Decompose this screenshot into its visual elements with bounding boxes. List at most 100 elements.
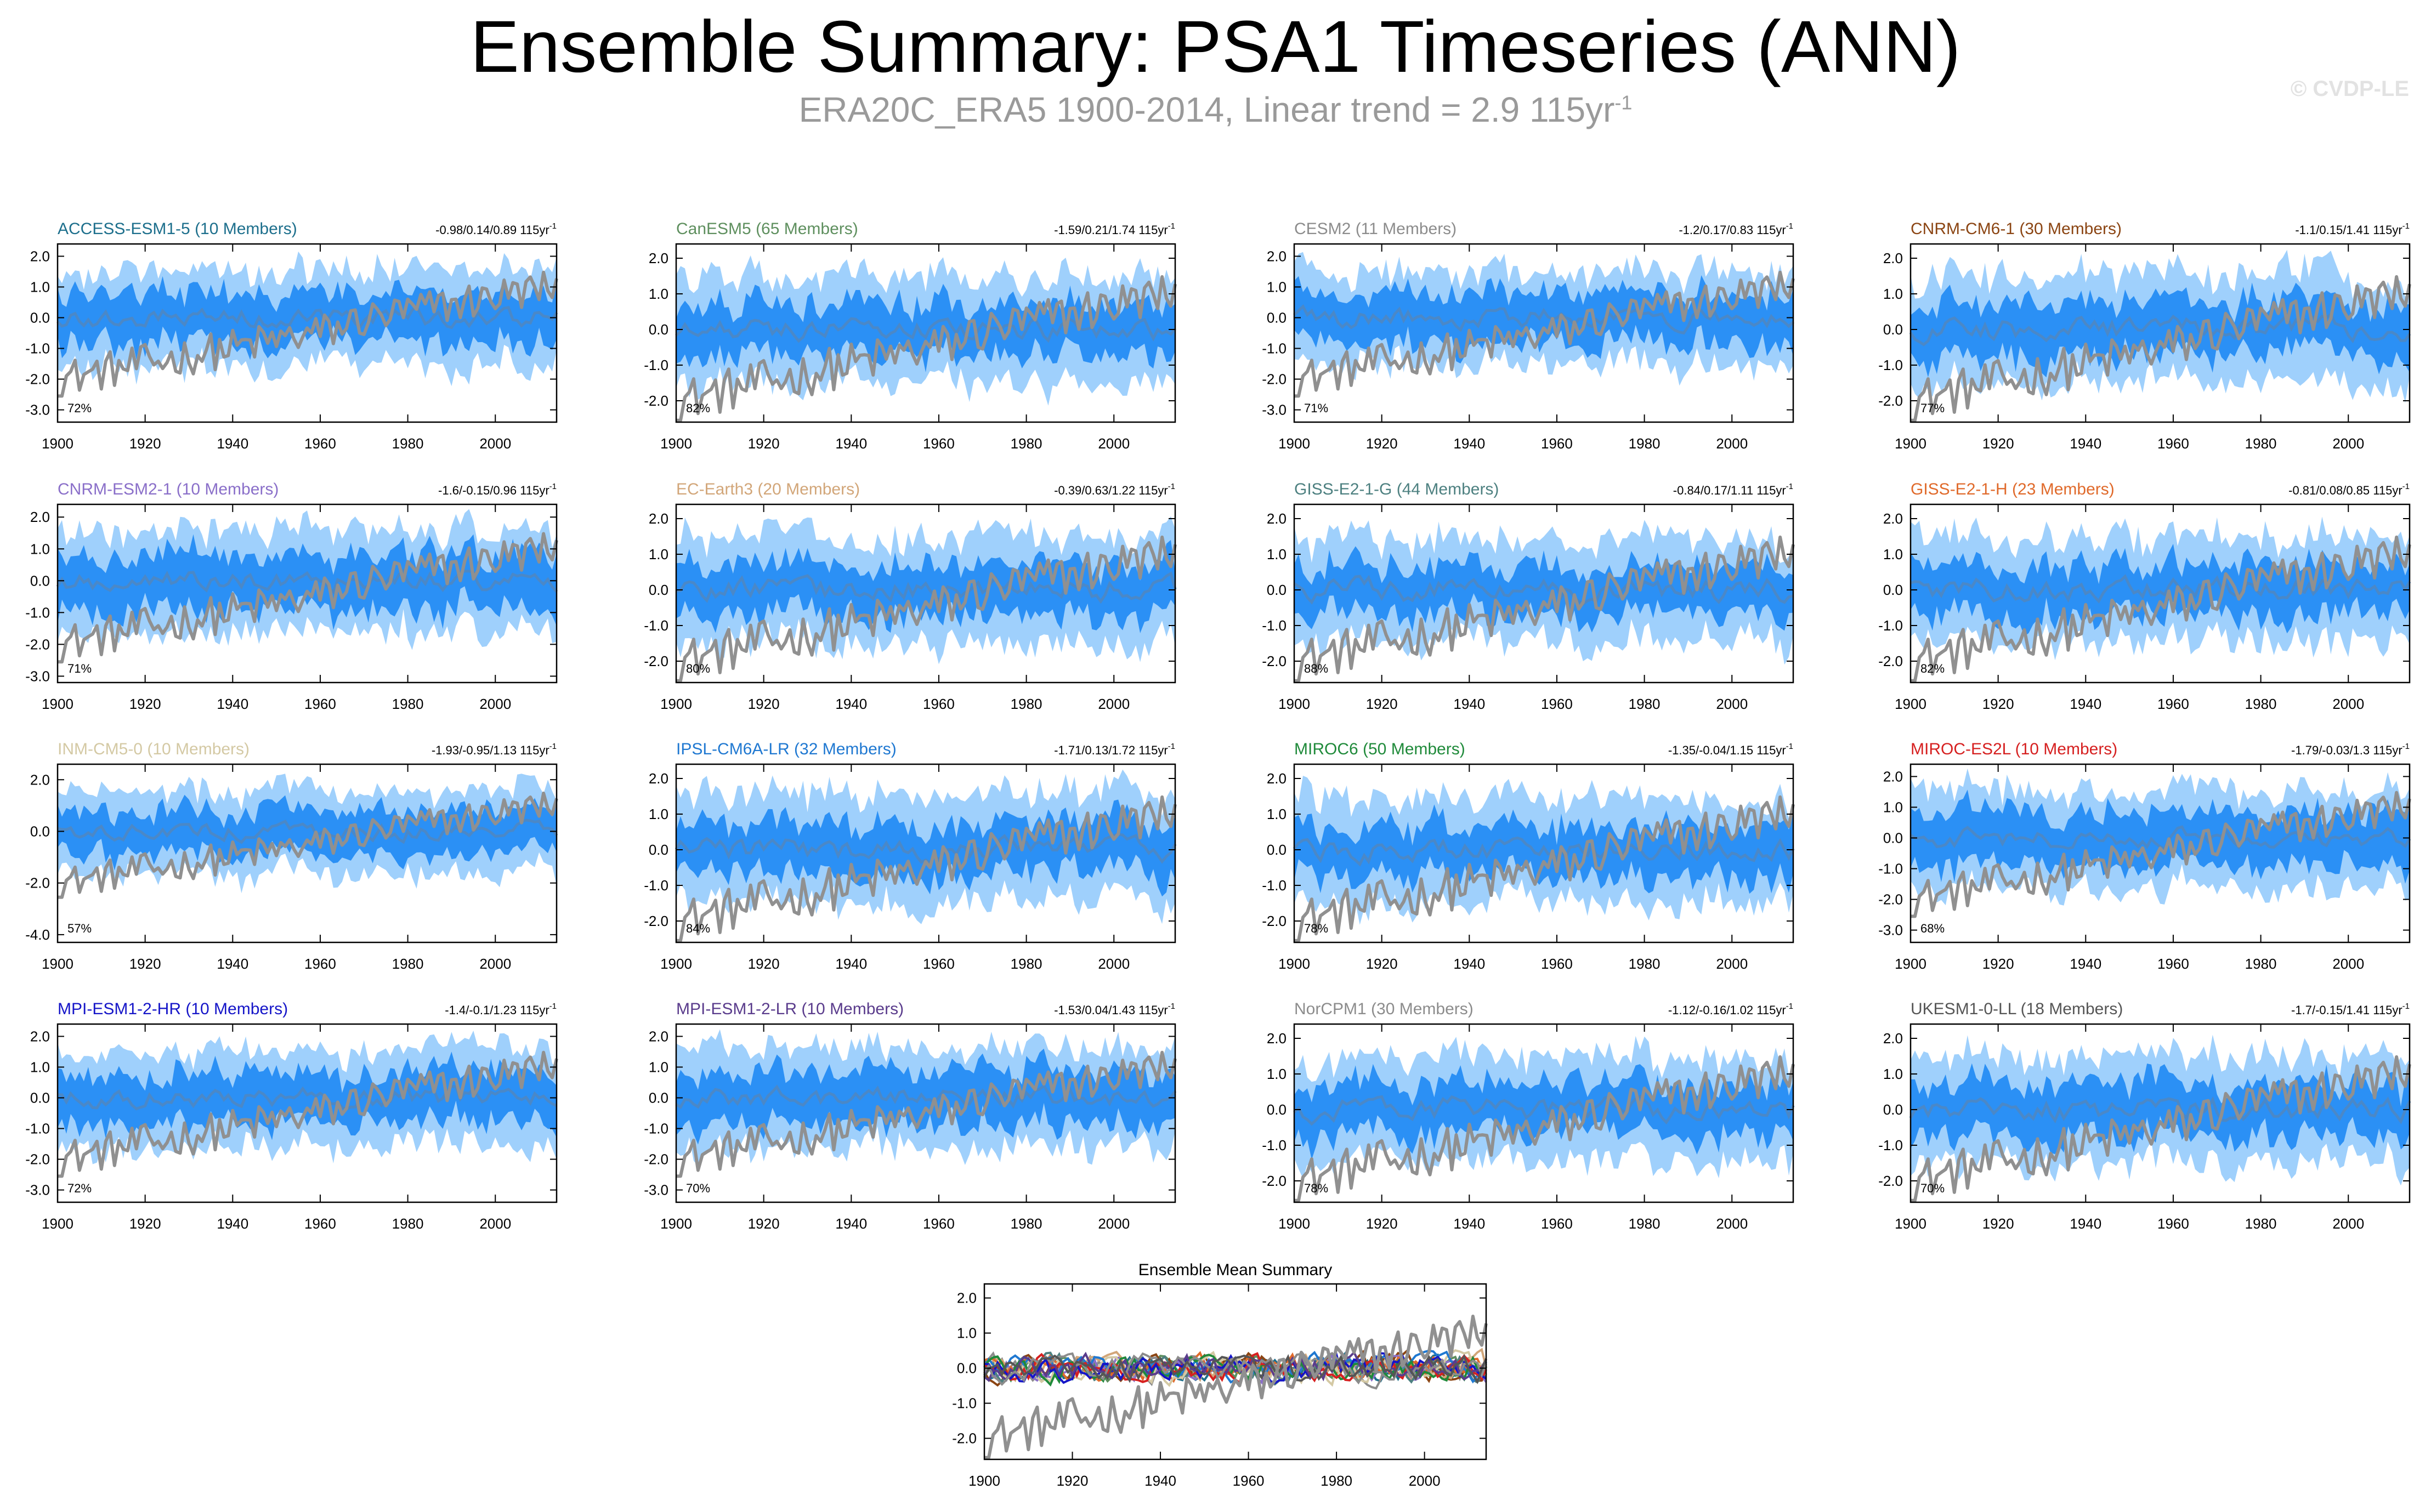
y-tick-label: -1.0: [1878, 1137, 1903, 1153]
y-tick-label: 1.0: [30, 1059, 50, 1075]
x-tick-label: 1960: [304, 956, 336, 972]
y-tick-label: -4.0: [25, 926, 50, 943]
y-tick-label: -2.0: [644, 1151, 668, 1168]
y-tick-label: 2.0: [649, 770, 668, 787]
y-tick-label: 2.0: [649, 1028, 668, 1044]
y-tick-label: 0.0: [1883, 1101, 1903, 1118]
y-tick-label: 0.0: [649, 582, 668, 598]
y-tick-label: 0.0: [1267, 1101, 1287, 1118]
ensemble-mean-line: [1293, 836, 1795, 867]
x-tick-label: 1900: [660, 956, 692, 972]
panel-title: EC-Earth3 (20 Members): [676, 480, 860, 498]
y-tick-label: -1.0: [1878, 357, 1903, 373]
panel-percent: 88%: [1304, 662, 1328, 675]
x-tick-label: 2000: [2332, 956, 2364, 972]
y-tick-label: -1.0: [1262, 877, 1287, 894]
x-tick-label: 2000: [1098, 956, 1130, 972]
y-tick-label: -1.0: [644, 617, 668, 634]
panel-stats: -1.7/-0.15/1.41 115yr-1: [2291, 1002, 2410, 1017]
x-tick-label: 1900: [1278, 435, 1310, 452]
panel-percent: 68%: [1920, 922, 1945, 935]
panel-title: IPSL-CM6A-LR (32 Members): [676, 740, 897, 758]
x-tick-label: 1940: [217, 696, 248, 712]
y-tick-label: -1.0: [952, 1395, 977, 1412]
y-tick-label: 2.0: [649, 250, 668, 266]
panel-stats: -1.71/0.13/1.72 115yr-1: [1054, 742, 1175, 757]
y-tick-label: 2.0: [1883, 768, 1903, 785]
y-tick-label: -3.0: [644, 1182, 668, 1198]
observed-line: [1294, 535, 1795, 683]
y-tick-label: -2.0: [25, 636, 50, 652]
plot-frame: [675, 1023, 1176, 1203]
panel-stats: -1.53/0.04/1.43 115yr-1: [1054, 1002, 1175, 1017]
y-tick-label: 2.0: [30, 509, 50, 525]
x-tick-label: 1980: [1629, 435, 1661, 452]
x-tick-label: 1940: [1453, 435, 1485, 452]
x-tick-label: 1960: [2157, 696, 2189, 712]
panel-percent: 78%: [1304, 922, 1328, 935]
panel-stats: -1.12/-0.16/1.02 115yr-1: [1668, 1002, 1793, 1017]
x-tick-label: 1980: [1011, 435, 1042, 452]
x-tick-label: 2000: [1098, 696, 1130, 712]
y-tick-label: 0.0: [1267, 582, 1287, 598]
x-tick-label: 1920: [748, 696, 780, 712]
y-tick-label: 0.0: [649, 1089, 668, 1106]
observed-line: [1294, 795, 1795, 942]
y-tick-label: -2.0: [644, 913, 668, 929]
y-tick-label: 2.0: [957, 1290, 977, 1306]
y-tick-label: 0.0: [1883, 582, 1903, 598]
y-tick-label: 1.0: [1883, 799, 1903, 815]
x-tick-label: 2000: [1098, 435, 1130, 452]
panel-cnrm-cm6-1: 2.0 1.0 0.0 -1.0 -2.0 1900 1920 1940 1960 1980 200…: [1878, 220, 2411, 452]
x-tick-label: 1900: [1895, 956, 1926, 972]
y-tick-label: -2.0: [1262, 913, 1287, 929]
x-tick-label: 1920: [1982, 1215, 2014, 1232]
y-tick-label: 2.0: [1883, 510, 1903, 527]
y-tick-label: 0.0: [1883, 321, 1903, 338]
panel-mpi-esm1-2-lr: 2.0 1.0 0.0 -1.0 -2.0 -3.0 1900 1920 1940 1960 198…: [644, 1000, 1177, 1232]
x-tick-label: 1920: [1366, 435, 1398, 452]
x-tick-label: 1900: [1278, 1215, 1310, 1232]
y-tick-label: 0.0: [1883, 829, 1903, 846]
plot-frame: [1293, 503, 1794, 684]
x-tick-label: 1920: [1366, 696, 1398, 712]
panel-stats: -1.35/-0.04/1.15 115yr-1: [1668, 742, 1793, 757]
x-tick-label: 2000: [1716, 696, 1748, 712]
x-tick-label: 1900: [660, 1215, 692, 1232]
y-tick-label: -3.0: [25, 1182, 50, 1198]
observed-line: [676, 535, 1177, 683]
inner-spread-band: [1911, 789, 2410, 884]
observed-line: [1294, 270, 1795, 398]
y-tick-label: -2.0: [1878, 653, 1903, 669]
panel-title: GISS-E2-1-G (44 Members): [1294, 480, 1499, 498]
x-tick-label: 1920: [748, 1215, 780, 1232]
y-tick-label: 2.0: [1267, 510, 1287, 527]
panel-ec-earth3: 2.0 1.0 0.0 -1.0 -2.0 1900 1920 1940 1960 1980 200…: [644, 480, 1177, 712]
y-tick-label: -3.0: [25, 668, 50, 684]
y-tick-label: 1.0: [1267, 278, 1287, 295]
panel-percent: 71%: [1304, 401, 1328, 415]
x-tick-label: 1900: [968, 1473, 1000, 1489]
x-tick-label: 1940: [2070, 696, 2101, 712]
x-tick-label: 2000: [479, 956, 511, 972]
watermark: © CVDP-LE: [2290, 77, 2409, 101]
subtitle-sup: -1: [1614, 91, 1633, 114]
y-tick-label: -2.0: [1262, 371, 1287, 388]
y-tick-label: -2.0: [952, 1430, 977, 1447]
x-tick-label: 1920: [129, 1215, 161, 1232]
panel-percent: 82%: [1920, 662, 1945, 675]
x-tick-label: 1900: [42, 435, 73, 452]
panel-percent: 82%: [686, 401, 710, 415]
x-tick-label: 1980: [392, 1215, 424, 1232]
x-tick-label: 2000: [1716, 435, 1748, 452]
inner-spread-band: [676, 1048, 1175, 1145]
x-tick-label: 1960: [923, 956, 955, 972]
panel-title: MPI-ESM1-2-HR (10 Members): [58, 1000, 288, 1018]
y-tick-label: -2.0: [644, 393, 668, 409]
x-tick-label: 1900: [660, 696, 692, 712]
plot-frame: [56, 243, 558, 423]
y-tick-label: -1.0: [25, 340, 50, 357]
x-tick-label: 1980: [1629, 696, 1661, 712]
plot-frame: [1909, 243, 2411, 423]
panel-percent: 70%: [686, 1181, 710, 1195]
